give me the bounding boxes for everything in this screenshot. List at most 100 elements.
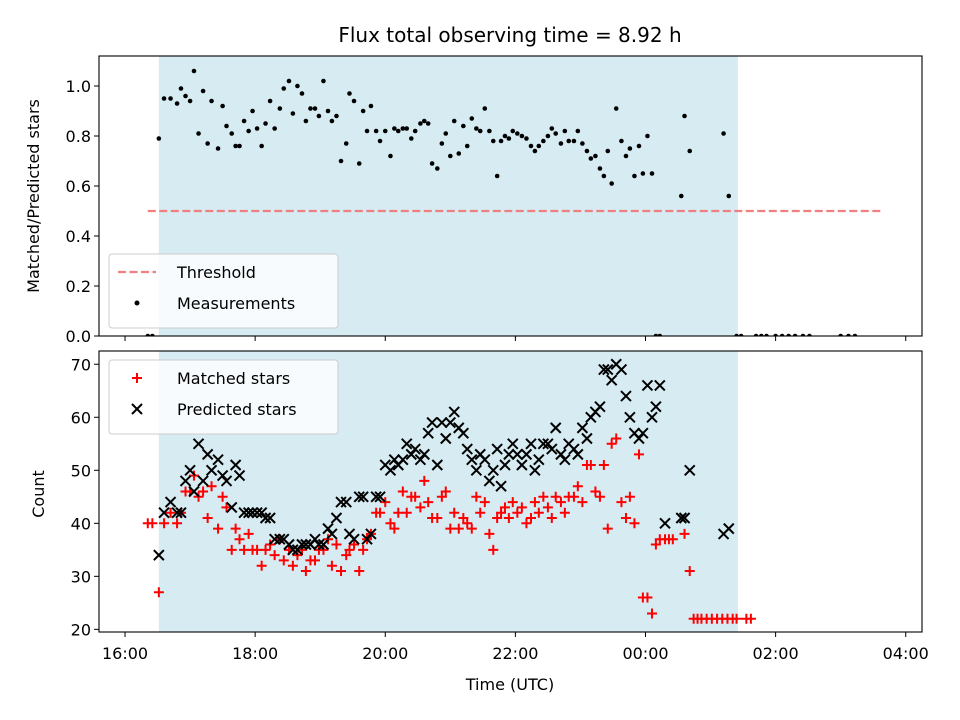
measurement-point (494, 173, 500, 179)
predicted-star-point (533, 453, 545, 466)
predicted-star-point (296, 538, 308, 551)
matched-star-point (516, 502, 527, 513)
matched-star-point (598, 459, 609, 470)
measurement-point (439, 141, 445, 146)
measurement-point (477, 128, 483, 134)
predicted-star-point (251, 507, 263, 519)
matched-star-point (147, 518, 158, 529)
matched-star-point (380, 497, 391, 508)
measurement-point (145, 333, 151, 336)
predicted-star-point (470, 464, 483, 476)
predicted-star-point (525, 438, 537, 450)
matched-star-point (326, 560, 337, 571)
matched-star-point (745, 613, 756, 624)
legend: Matched stars Predicted stars (108, 359, 339, 435)
predicted-star-point (153, 549, 165, 561)
measurement-point (498, 138, 504, 144)
predicted-star-point (418, 448, 431, 461)
measurement-point (482, 106, 488, 111)
measurement-point (343, 141, 349, 146)
top-y-axis-label: Matched/Predicted stars (24, 99, 43, 293)
predicted-star-point (409, 443, 421, 455)
predicted-star-point (537, 438, 550, 450)
measurement-point (272, 126, 277, 131)
matched-star-point (401, 507, 412, 518)
measurement-point (734, 333, 739, 336)
bottom-panel: 20 30 40 50 60 70 16:00 18:00 20:00 22:00 00:00 02:… (71, 350, 929, 663)
matched-star-point (488, 544, 499, 555)
predicted-star-point (581, 432, 593, 445)
y-tick-label: 0.4 (66, 227, 91, 246)
predicted-star-point (436, 416, 448, 429)
matched-star-point (602, 523, 613, 534)
matched-star-point (568, 491, 579, 502)
measurement-point (528, 143, 534, 149)
matched-star-point (731, 613, 742, 624)
matched-star-point (642, 592, 653, 603)
predicted-star-point (499, 459, 511, 471)
predicted-star-point (220, 475, 233, 487)
y-tick-label: 0.2 (66, 277, 91, 296)
matched-star-point (445, 523, 456, 534)
predicted-star-point (516, 459, 528, 471)
matched-star-point (503, 513, 514, 524)
matched-star-point (159, 518, 170, 529)
legend-box (108, 359, 339, 435)
predicted-star-point (507, 438, 519, 450)
predicted-star-point (431, 459, 444, 471)
matched-star-point (393, 507, 404, 518)
measurement-point (649, 171, 655, 176)
matched-star-point (198, 486, 209, 497)
measurement-point (224, 123, 229, 129)
measurement-point (541, 138, 546, 144)
predicted-star-point (440, 432, 452, 445)
predicted-star-point (313, 538, 325, 551)
predicted-star-point (448, 406, 460, 418)
predicted-star-point (457, 427, 470, 439)
legend: Threshold Measurements (108, 253, 339, 329)
predicted-star-point (300, 538, 312, 551)
measurement-point (580, 141, 585, 146)
measurement-point (404, 126, 410, 131)
measurement-point (277, 106, 283, 111)
predicted-star-point (259, 512, 272, 524)
y-tick-label: 50 (71, 461, 91, 480)
matched-star-point (533, 507, 544, 518)
matched-star-point (629, 518, 640, 529)
matched-star-point (287, 560, 298, 571)
measurement-point (566, 138, 572, 144)
predicted-star-point (175, 507, 187, 519)
measurement-point (792, 333, 798, 336)
measurement-point (183, 93, 188, 99)
measurement-point (852, 333, 858, 336)
matched-star-point (410, 491, 421, 502)
measurement-point (519, 133, 525, 139)
bottom-y-axis-label: Count (29, 470, 48, 518)
matched-star-point (341, 550, 352, 561)
matched-star-point (620, 513, 631, 524)
measurement-point (178, 86, 184, 91)
matched-star-point (260, 544, 271, 555)
measurement-point (487, 128, 492, 134)
predicted-star-point (188, 485, 200, 498)
measurement-point (246, 128, 251, 134)
measurement-point (156, 136, 162, 141)
measurement-point (220, 103, 225, 109)
matched-star-point (153, 587, 164, 598)
measurement-point (515, 131, 520, 136)
predicted-star-point (370, 491, 382, 503)
predicted-star-point (479, 453, 491, 466)
predicted-star-point (576, 422, 589, 434)
matched-star-point (594, 491, 605, 502)
predicted-star-point (192, 438, 205, 450)
measurement-point (753, 333, 759, 336)
legend-predicted-swatch (131, 403, 143, 415)
predicted-star-point (335, 496, 347, 508)
measurement-point (161, 96, 167, 101)
matched-star-point (172, 518, 183, 529)
measurement-point (605, 148, 611, 154)
measurement-point (421, 118, 427, 124)
measurement-point (308, 106, 313, 111)
x-tick-label: 04:00 (883, 644, 929, 663)
